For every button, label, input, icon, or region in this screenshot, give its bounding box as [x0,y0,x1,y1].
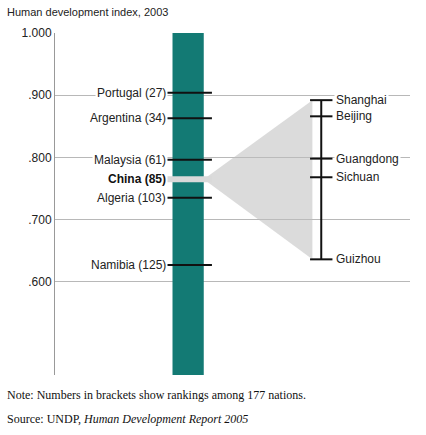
svg-text:Human development index, 2003: Human development index, 2003 [7,6,168,18]
svg-text:.700: .700 [28,213,52,227]
svg-text:Algeria (103): Algeria (103) [97,191,166,205]
svg-text:Guizhou: Guizhou [336,252,381,266]
svg-text:.600: .600 [28,275,52,289]
svg-text:Malaysia (61): Malaysia (61) [94,153,166,167]
svg-text:1.000: 1.000 [22,26,52,40]
svg-text:Beijing: Beijing [336,109,372,123]
svg-text:.800: .800 [28,151,52,165]
svg-text:Shanghai: Shanghai [336,93,387,107]
svg-text:Namibia (125): Namibia (125) [91,258,166,272]
svg-text:Argentina (34): Argentina (34) [90,111,166,125]
svg-text:Guangdong: Guangdong [336,152,399,166]
svg-text:Portugal (27): Portugal (27) [97,86,166,100]
svg-text:Sichuan: Sichuan [336,170,379,184]
svg-text:Source: UNDP, Human Developmen: Source: UNDP, Human Development Report 2… [7,412,248,426]
svg-text:Note: Numbers in brackets show: Note: Numbers in brackets show rankings … [7,388,306,402]
svg-text:.900: .900 [28,88,52,102]
svg-text:China (85): China (85) [108,172,166,186]
